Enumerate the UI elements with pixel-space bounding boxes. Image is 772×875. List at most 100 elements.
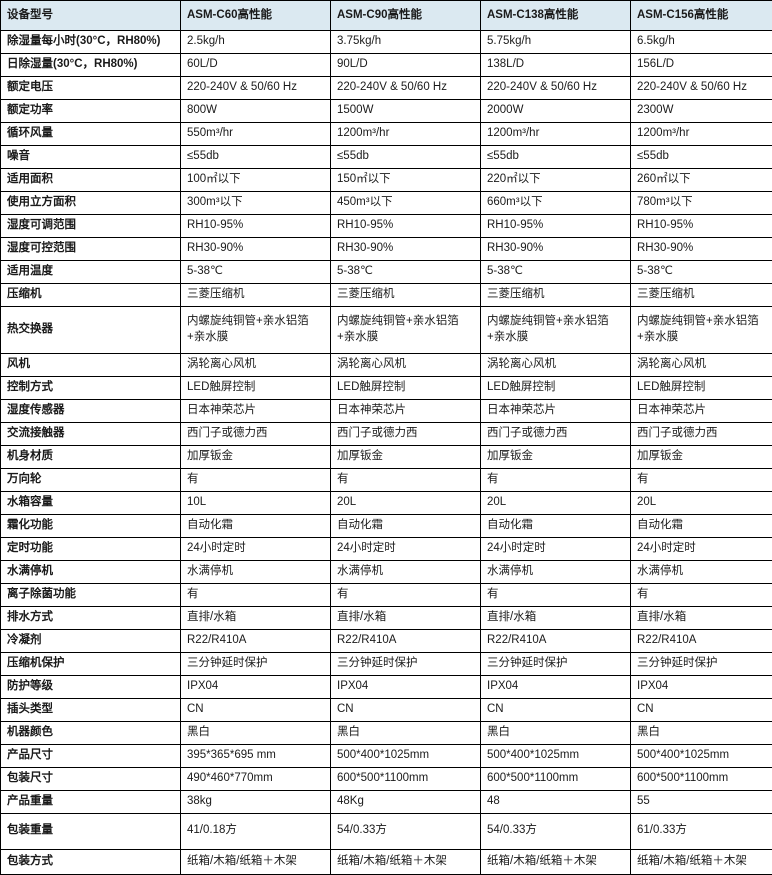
table-cell: 10L: [181, 492, 331, 515]
row-label: 循环风量: [1, 123, 181, 146]
table-cell: 内螺旋纯铜管+亲水铝箔+亲水膜: [181, 307, 331, 354]
table-cell: 涡轮离心风机: [181, 354, 331, 377]
table-cell: 90L/D: [331, 54, 481, 77]
table-cell: 20L: [631, 492, 772, 515]
table-cell: 660m³以下: [481, 192, 631, 215]
table-cell: 有: [181, 469, 331, 492]
row-label: 适用温度: [1, 261, 181, 284]
table-cell: 138L/D: [481, 54, 631, 77]
table-cell: 自动化霜: [181, 515, 331, 538]
row-label: 湿度传感器: [1, 400, 181, 423]
table-cell: 61/0.33方: [631, 813, 772, 849]
table-cell: 48: [481, 791, 631, 814]
table-cell: 220-240V & 50/60 Hz: [331, 77, 481, 100]
table-cell: 有: [181, 584, 331, 607]
table-cell: 水满停机: [631, 561, 772, 584]
table-cell: 2.5kg/h: [181, 31, 331, 54]
table-cell: 24小时定时: [181, 538, 331, 561]
table-cell: 3.75kg/h: [331, 31, 481, 54]
table-row: 水满停机水满停机水满停机水满停机水满停机: [1, 561, 772, 584]
table-row: 排水方式直排/水箱直排/水箱直排/水箱直排/水箱: [1, 607, 772, 630]
table-cell: 5-38℃: [631, 261, 772, 284]
table-cell: 1200m³/hr: [631, 123, 772, 146]
row-label: 产品重量: [1, 791, 181, 814]
table-cell: 直排/水箱: [331, 607, 481, 630]
row-label: 万向轮: [1, 469, 181, 492]
row-label: 水箱容量: [1, 492, 181, 515]
table-cell: 日本神荣芯片: [631, 400, 772, 423]
table-cell: IPX04: [181, 676, 331, 699]
table-cell: 150㎡以下: [331, 169, 481, 192]
row-label: 机器颜色: [1, 722, 181, 745]
table-cell: 有: [481, 584, 631, 607]
table-cell: 加厚钣金: [181, 446, 331, 469]
table-cell: 西门子或德力西: [331, 423, 481, 446]
table-row: 交流接触器西门子或德力西西门子或德力西西门子或德力西西门子或德力西: [1, 423, 772, 446]
table-row: 热交换器内螺旋纯铜管+亲水铝箔+亲水膜内螺旋纯铜管+亲水铝箔+亲水膜内螺旋纯铜管…: [1, 307, 772, 354]
table-cell: ≤55db: [481, 146, 631, 169]
table-cell: LED触屏控制: [631, 377, 772, 400]
table-cell: 内螺旋纯铜管+亲水铝箔+亲水膜: [331, 307, 481, 354]
row-label: 压缩机: [1, 284, 181, 307]
row-label: 除湿量每小时(30°C，RH80%): [1, 31, 181, 54]
table-cell: R22/R410A: [331, 630, 481, 653]
table-cell: 395*365*695 mm: [181, 745, 331, 768]
table-cell: 加厚钣金: [481, 446, 631, 469]
table-cell: 1200m³/hr: [481, 123, 631, 146]
table-cell: RH30-90%: [631, 238, 772, 261]
table-cell: 三菱压缩机: [331, 284, 481, 307]
table-cell: IPX04: [631, 676, 772, 699]
table-cell: 水满停机: [481, 561, 631, 584]
table-header: 设备型号 ASM-C60高性能 ASM-C90高性能 ASM-C138高性能 A…: [1, 1, 772, 31]
table-cell: 5.75kg/h: [481, 31, 631, 54]
row-label: 风机: [1, 354, 181, 377]
table-cell: R22/R410A: [181, 630, 331, 653]
table-cell: 直排/水箱: [631, 607, 772, 630]
table-cell: 1200m³/hr: [331, 123, 481, 146]
row-label: 包装重量: [1, 813, 181, 849]
table-cell: IPX04: [481, 676, 631, 699]
table-cell: 有: [631, 469, 772, 492]
table-cell: 日本神荣芯片: [481, 400, 631, 423]
table-cell: 54/0.33方: [481, 813, 631, 849]
table-cell: 54/0.33方: [331, 813, 481, 849]
table-cell: 水满停机: [181, 561, 331, 584]
row-label: 插头类型: [1, 699, 181, 722]
table-cell: 有: [331, 584, 481, 607]
table-cell: 24小时定时: [631, 538, 772, 561]
table-cell: 有: [481, 469, 631, 492]
table-cell: 100㎡以下: [181, 169, 331, 192]
row-label: 湿度可控范围: [1, 238, 181, 261]
row-label: 离子除菌功能: [1, 584, 181, 607]
table-cell: 780m³以下: [631, 192, 772, 215]
table-cell: 5-38℃: [481, 261, 631, 284]
row-label: 包装方式: [1, 849, 181, 874]
table-cell: 纸箱/木箱/纸箱＋木架: [181, 849, 331, 874]
table-cell: 300m³以下: [181, 192, 331, 215]
row-label: 控制方式: [1, 377, 181, 400]
table-cell: 涡轮离心风机: [631, 354, 772, 377]
table-cell: 6.5kg/h: [631, 31, 772, 54]
table-cell: 西门子或德力西: [181, 423, 331, 446]
table-cell: ≤55db: [631, 146, 772, 169]
table-row: 机身材质加厚钣金加厚钣金加厚钣金加厚钣金: [1, 446, 772, 469]
table-cell: 有: [331, 469, 481, 492]
table-cell: 260㎡以下: [631, 169, 772, 192]
table-row: 万向轮有有有有: [1, 469, 772, 492]
row-label: 机身材质: [1, 446, 181, 469]
table-cell: 三分钟延时保护: [331, 653, 481, 676]
table-row: 离子除菌功能有有有有: [1, 584, 772, 607]
table-row: 压缩机三菱压缩机三菱压缩机三菱压缩机三菱压缩机: [1, 284, 772, 307]
table-cell: 2000W: [481, 100, 631, 123]
table-cell: 纸箱/木箱/纸箱＋木架: [331, 849, 481, 874]
